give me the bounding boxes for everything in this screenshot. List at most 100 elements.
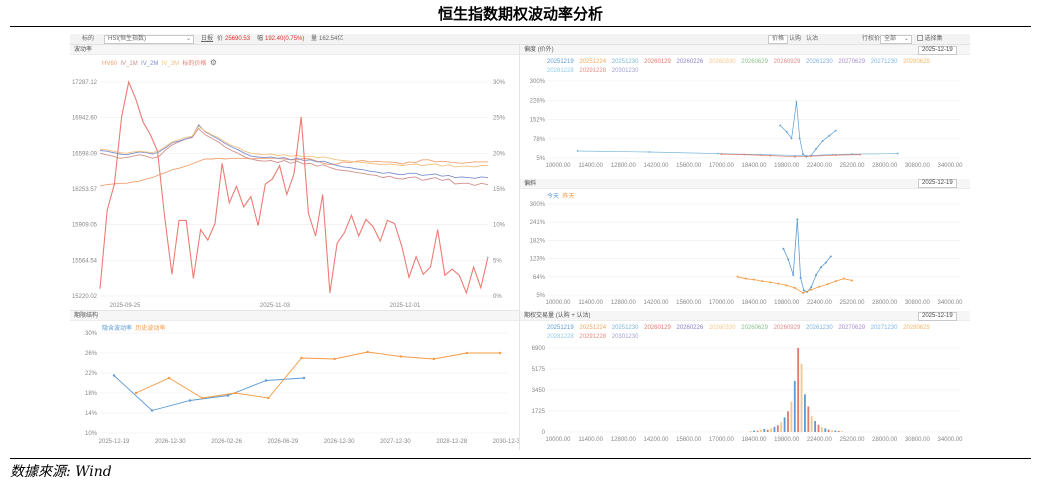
term-y-tick: 26% <box>85 351 98 357</box>
oi-month-20251230[interactable]: 20251230 <box>611 325 641 331</box>
oi-bar <box>817 424 820 432</box>
smile-point <box>834 280 837 283</box>
oi-month-20260226[interactable]: 20260226 <box>676 325 705 331</box>
term-panel-header: 期限结构 <box>70 311 519 321</box>
legend-price[interactable]: 标的价格 <box>182 61 207 67</box>
smile-x-tick: 25200.00 <box>839 300 865 306</box>
term-point <box>498 351 502 355</box>
skew-x-tick: 17000.00 <box>709 163 735 169</box>
term-point <box>226 394 230 397</box>
option-vol-app: 标的 HSI(恒生指数) ⌄ 日报 价 25690.53 幅 192.40(0.… <box>70 34 970 450</box>
vol-y-left-tick: 15220.02 <box>72 294 98 300</box>
smile-point <box>782 247 785 250</box>
smile-point <box>819 266 822 269</box>
skew-month-20251230[interactable]: 20251230 <box>611 59 641 65</box>
left-horizontal-divider <box>70 310 519 311</box>
source-rule <box>10 458 1031 459</box>
strike-label: 行权价 <box>862 36 881 42</box>
vol-x-tick: 2025-11-03 <box>260 303 291 309</box>
skew-month-20261230[interactable]: 20261230 <box>806 59 835 65</box>
tab-price[interactable]: 价格 <box>768 35 789 44</box>
smile-point <box>777 282 780 285</box>
term-legend: 隐含波动率 历史波动率 <box>102 323 165 332</box>
legend-implied-vol[interactable]: 隐含波动率 <box>102 326 133 332</box>
oi-y-tick: 3450 <box>532 388 546 394</box>
skew-x-tick: 14200.00 <box>643 163 669 169</box>
oi-month-20280629[interactable]: 20280629 <box>903 325 930 331</box>
skew-month-20260629[interactable]: 20260629 <box>741 59 770 65</box>
oi-bar <box>770 428 772 432</box>
skew-x-tick: 11400.00 <box>578 163 603 169</box>
oi-x-tick: 18400.00 <box>741 437 767 443</box>
vol-series-IV_2M <box>99 124 489 179</box>
legend-hv60[interactable]: HV60 <box>102 61 118 67</box>
skew-month-20270629[interactable]: 20270629 <box>838 59 867 65</box>
oi-month-20260929[interactable]: 20260929 <box>773 325 802 331</box>
gear-icon[interactable]: ⚙ <box>209 58 217 67</box>
vol-y-right-tick: 5% <box>493 258 502 264</box>
legend-hist-vol[interactable]: 历史波动率 <box>135 326 166 332</box>
skew-month-20271230[interactable]: 20271230 <box>870 59 900 65</box>
tab-put[interactable]: 认沽 <box>806 36 819 42</box>
strike-select[interactable]: 全部 ⌄ <box>880 35 912 44</box>
skew-point <box>810 155 813 158</box>
term-point <box>264 379 268 382</box>
oi-month-20260629[interactable]: 20260629 <box>741 325 770 331</box>
legend-iv3m[interactable]: IV_3M <box>161 61 180 67</box>
chevron-down-icon: ⌄ <box>185 36 191 42</box>
target-label: 标的 <box>82 36 95 42</box>
oi-month-20281228[interactable]: 20281228 <box>547 334 576 340</box>
volume-label: 量 <box>311 36 318 42</box>
oi-month-20260129[interactable]: 20260129 <box>644 325 673 331</box>
skew-month-20281228[interactable]: 20281228 <box>547 68 576 74</box>
oi-month-20270629[interactable]: 20270629 <box>838 325 867 331</box>
term-point <box>188 399 192 402</box>
skew-month-20251224[interactable]: 20251224 <box>579 59 608 65</box>
legend-iv1m[interactable]: IV_1M <box>120 61 138 67</box>
smile-point <box>769 281 772 284</box>
oi-month-20251219[interactable]: 20251219 <box>547 325 576 331</box>
skew-month-20260330[interactable]: 20260330 <box>708 59 738 65</box>
target-select[interactable]: HSI(恒生指数) ⌄ <box>104 35 194 44</box>
skew-date-picker[interactable]: 2025-12-19 <box>918 46 957 55</box>
skew-x-tick: 28000.00 <box>872 163 898 169</box>
term-point <box>112 374 116 377</box>
oi-y-tick: 1725 <box>532 409 546 415</box>
skew-x-tick: 10000.00 <box>545 163 571 169</box>
price-label: 价 <box>217 36 224 42</box>
oi-month-20261230[interactable]: 20261230 <box>806 325 835 331</box>
oi-month-20301230[interactable]: 20301230 <box>611 334 639 340</box>
smile-date-picker[interactable]: 2025-12-19 <box>918 179 957 188</box>
checkbox-icon <box>917 35 923 42</box>
skew-month-20301230[interactable]: 20301230 <box>611 68 639 74</box>
skew-month-20291228[interactable]: 20291228 <box>579 68 608 74</box>
skew-point <box>648 151 651 153</box>
smile-point <box>785 284 788 287</box>
term-point <box>302 376 306 380</box>
oi-date-picker[interactable]: 2025-12-19 <box>918 312 957 321</box>
legend-yesterday[interactable]: 昨天 <box>562 194 575 200</box>
skew-month-20251219[interactable]: 20251219 <box>547 59 576 65</box>
oi-x-tick: 19800.00 <box>774 437 800 443</box>
term-point <box>300 356 303 360</box>
smile-point <box>802 291 804 294</box>
select-all-checkbox[interactable]: 选择集 <box>917 35 943 44</box>
skew-month-20260929[interactable]: 20260929 <box>773 59 802 65</box>
oi-month-20291228[interactable]: 20291228 <box>579 334 608 340</box>
snapshot-link[interactable]: 日报 <box>201 36 214 42</box>
skew-month-20260226[interactable]: 20260226 <box>676 59 705 65</box>
vol-series-标的价格 <box>99 80 489 295</box>
oi-month-20251224[interactable]: 20251224 <box>579 325 608 331</box>
oi-bar <box>800 363 803 432</box>
tab-call[interactable]: 认购 <box>789 36 802 42</box>
skew-month-20260129[interactable]: 20260129 <box>644 59 673 65</box>
oi-month-20271230[interactable]: 20271230 <box>870 325 900 331</box>
volume-value: 162.54亿 <box>319 36 344 42</box>
oi-bar <box>820 427 823 432</box>
toolbar: 标的 HSI(恒生指数) ⌄ 日报 价 25690.53 幅 192.40(0.… <box>70 34 970 45</box>
oi-bar <box>787 411 789 432</box>
skew-month-20280629[interactable]: 20280629 <box>903 59 930 65</box>
legend-today[interactable]: 今天 <box>547 194 560 200</box>
legend-iv2m[interactable]: IV_2M <box>141 61 159 67</box>
oi-month-20260330[interactable]: 20260330 <box>708 325 738 331</box>
